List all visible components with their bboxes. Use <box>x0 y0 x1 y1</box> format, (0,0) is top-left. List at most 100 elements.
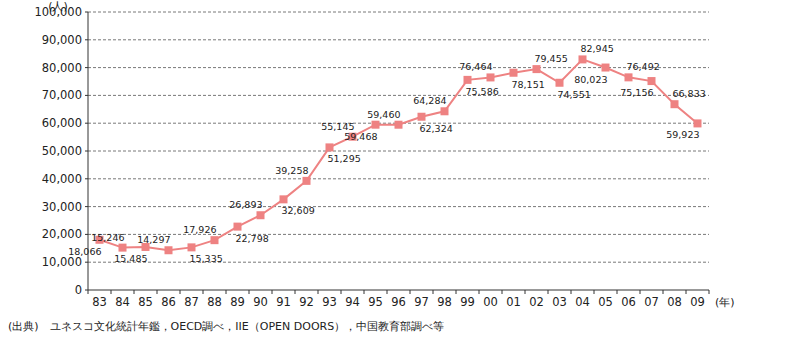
data-point <box>671 100 679 108</box>
data-label: 15,246 <box>91 232 124 243</box>
x-tick-label: 00 <box>483 295 498 309</box>
data-point <box>234 223 242 231</box>
grid-line <box>88 39 709 40</box>
x-tick-label: 04 <box>575 295 590 309</box>
data-label: 82,945 <box>581 43 614 54</box>
x-tick-boundary <box>111 290 112 294</box>
data-point <box>510 69 518 77</box>
plot-area <box>96 55 702 254</box>
grid-line <box>88 178 709 179</box>
x-tick-label: 88 <box>207 295 222 309</box>
x-tick-boundary <box>226 290 227 294</box>
x-tick-label: 94 <box>345 295 360 309</box>
data-point <box>648 77 656 85</box>
x-tick-label: 06 <box>621 295 636 309</box>
data-label: 80,023 <box>574 74 607 85</box>
x-tick-label: 05 <box>598 295 613 309</box>
x-tick-boundary <box>571 290 572 294</box>
y-tick-label: 70,000 <box>42 88 82 102</box>
data-point <box>602 64 610 72</box>
x-tick-label: 95 <box>368 295 383 309</box>
x-tick-label: 92 <box>299 295 314 309</box>
data-label: 62,324 <box>420 123 453 134</box>
x-tick-boundary <box>617 290 618 294</box>
x-tick-boundary <box>663 290 664 294</box>
grid-line <box>88 262 709 263</box>
data-label: 66,833 <box>673 88 706 99</box>
x-tick-label: 96 <box>391 295 406 309</box>
x-tick-label: 85 <box>138 295 153 309</box>
data-point <box>165 246 173 254</box>
x-tick-label: 07 <box>644 295 659 309</box>
grid-line <box>88 12 709 13</box>
data-label: 75,586 <box>466 86 499 97</box>
x-tick-label: 84 <box>115 295 130 309</box>
x-tick-boundary <box>364 290 365 294</box>
x-axis-label: (年) <box>715 296 735 309</box>
data-point <box>119 244 127 252</box>
data-point <box>188 243 196 251</box>
grid-line <box>88 95 709 96</box>
x-tick-label: 86 <box>161 295 176 309</box>
y-tick-label: 60,000 <box>42 116 82 130</box>
chart: 010,00020,00030,00040,00050,00060,00070,… <box>0 0 800 346</box>
x-tick-boundary <box>479 290 480 294</box>
x-tick-label: 91 <box>276 295 291 309</box>
x-tick-boundary <box>295 290 296 294</box>
data-point <box>579 55 587 63</box>
data-label: 17,926 <box>183 224 216 235</box>
x-tick-boundary <box>272 290 273 294</box>
y-tick-label: 30,000 <box>42 200 82 214</box>
data-point <box>280 195 288 203</box>
x-tick-label: 87 <box>184 295 199 309</box>
x-tick-label: 99 <box>460 295 475 309</box>
data-line <box>100 59 698 250</box>
y-tick-label: 10,000 <box>42 255 82 269</box>
x-tick-label: 09 <box>690 295 705 309</box>
y-tick-label: 20,000 <box>42 227 82 241</box>
data-label: 39,258 <box>275 165 308 176</box>
x-tick-label: 93 <box>322 295 337 309</box>
x-tick-boundary <box>525 290 526 294</box>
data-label: 26,893 <box>229 199 262 210</box>
x-tick-boundary <box>456 290 457 294</box>
data-label: 76,492 <box>627 61 660 72</box>
x-axis <box>88 290 709 291</box>
x-tick-boundary <box>502 290 503 294</box>
grid-line <box>88 151 709 152</box>
data-label: 14,297 <box>137 234 170 245</box>
data-point <box>625 73 633 81</box>
y-tick-label: 50,000 <box>42 144 82 158</box>
x-tick-label: 83 <box>92 295 107 309</box>
x-tick-boundary <box>410 290 411 294</box>
data-label: 59,923 <box>666 129 699 140</box>
x-tick-boundary <box>709 290 710 294</box>
data-label: 22,798 <box>236 233 269 244</box>
x-tick-boundary <box>594 290 595 294</box>
data-point <box>211 236 219 244</box>
data-label: 59,460 <box>367 109 400 120</box>
grid-line <box>88 206 709 207</box>
data-point <box>694 119 702 127</box>
y-tick-label: 40,000 <box>42 172 82 186</box>
x-tick-boundary <box>249 290 250 294</box>
data-label: 51,295 <box>328 153 361 164</box>
x-tick-boundary <box>686 290 687 294</box>
x-tick-boundary <box>203 290 204 294</box>
data-label: 32,609 <box>282 205 315 216</box>
x-tick-label: 90 <box>253 295 268 309</box>
x-tick-boundary <box>341 290 342 294</box>
data-point <box>395 121 403 129</box>
data-point <box>303 177 311 185</box>
x-tick-label: 89 <box>230 295 245 309</box>
y-tick-label: 80,000 <box>42 61 82 75</box>
x-tick-boundary <box>157 290 158 294</box>
x-tick-label: 03 <box>552 295 567 309</box>
data-point <box>257 211 265 219</box>
data-point <box>556 79 564 87</box>
data-point <box>326 143 334 151</box>
y-tick-label: 90,000 <box>42 33 82 47</box>
data-label: 59,468 <box>344 131 377 142</box>
data-label: 75,156 <box>620 87 653 98</box>
x-tick-boundary <box>548 290 549 294</box>
